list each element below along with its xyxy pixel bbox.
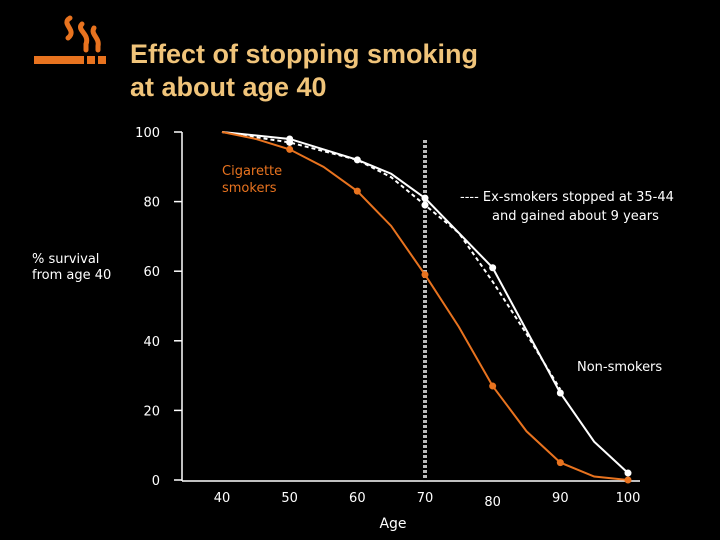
y-tick-label: 100 bbox=[135, 126, 160, 141]
non_smokers-marker bbox=[624, 469, 632, 477]
smokers-marker bbox=[421, 271, 429, 279]
title-line-1: Effect of stopping smoking bbox=[130, 39, 478, 69]
smokers-marker bbox=[353, 187, 361, 195]
smokers-marker bbox=[286, 145, 294, 153]
smokers-marker bbox=[624, 476, 632, 484]
x-tick-label: 60 bbox=[349, 491, 366, 506]
y-axis-label-line-2: from age 40 bbox=[32, 268, 112, 283]
non_smokers-marker bbox=[421, 194, 429, 202]
page-title: Effect of stopping smoking at about age … bbox=[130, 38, 650, 104]
smokers-marker bbox=[489, 382, 497, 390]
x-tick-label: 40 bbox=[214, 491, 231, 506]
non_smokers-marker bbox=[556, 389, 564, 397]
cigarette-icon bbox=[34, 15, 106, 64]
y-tick-label: 80 bbox=[143, 196, 160, 211]
x-tick-label: 80 bbox=[484, 495, 501, 510]
ex_smokers-marker bbox=[286, 138, 294, 146]
ex-smokers-label: ---- Ex-smokers stopped at 35-44 bbox=[460, 190, 674, 205]
ex_smokers-marker bbox=[421, 201, 429, 209]
y-tick-label: 0 bbox=[152, 474, 160, 489]
x-tick-label: 70 bbox=[417, 491, 434, 506]
y-axis-label: % survival from age 40 bbox=[32, 252, 111, 284]
smokers-label: Cigarette bbox=[222, 164, 282, 179]
y-tick-label: 60 bbox=[143, 265, 160, 280]
x-tick-label: 100 bbox=[616, 491, 641, 506]
x-axis-label: Age bbox=[379, 516, 406, 532]
title-line-2: at about age 40 bbox=[130, 72, 327, 102]
y-axis-label-line-1: % survival bbox=[32, 252, 100, 267]
y-tick-label: 40 bbox=[143, 335, 160, 350]
ex-smokers-label: and gained about 9 years bbox=[492, 209, 659, 224]
non-smokers-label: Non-smokers bbox=[577, 360, 662, 375]
non_smokers-marker bbox=[489, 264, 497, 272]
smokers-marker bbox=[556, 459, 564, 467]
smokers-label: smokers bbox=[222, 181, 277, 196]
x-tick-label: 90 bbox=[552, 491, 569, 506]
x-tick-label: 50 bbox=[281, 491, 298, 506]
y-tick-label: 20 bbox=[143, 404, 160, 419]
